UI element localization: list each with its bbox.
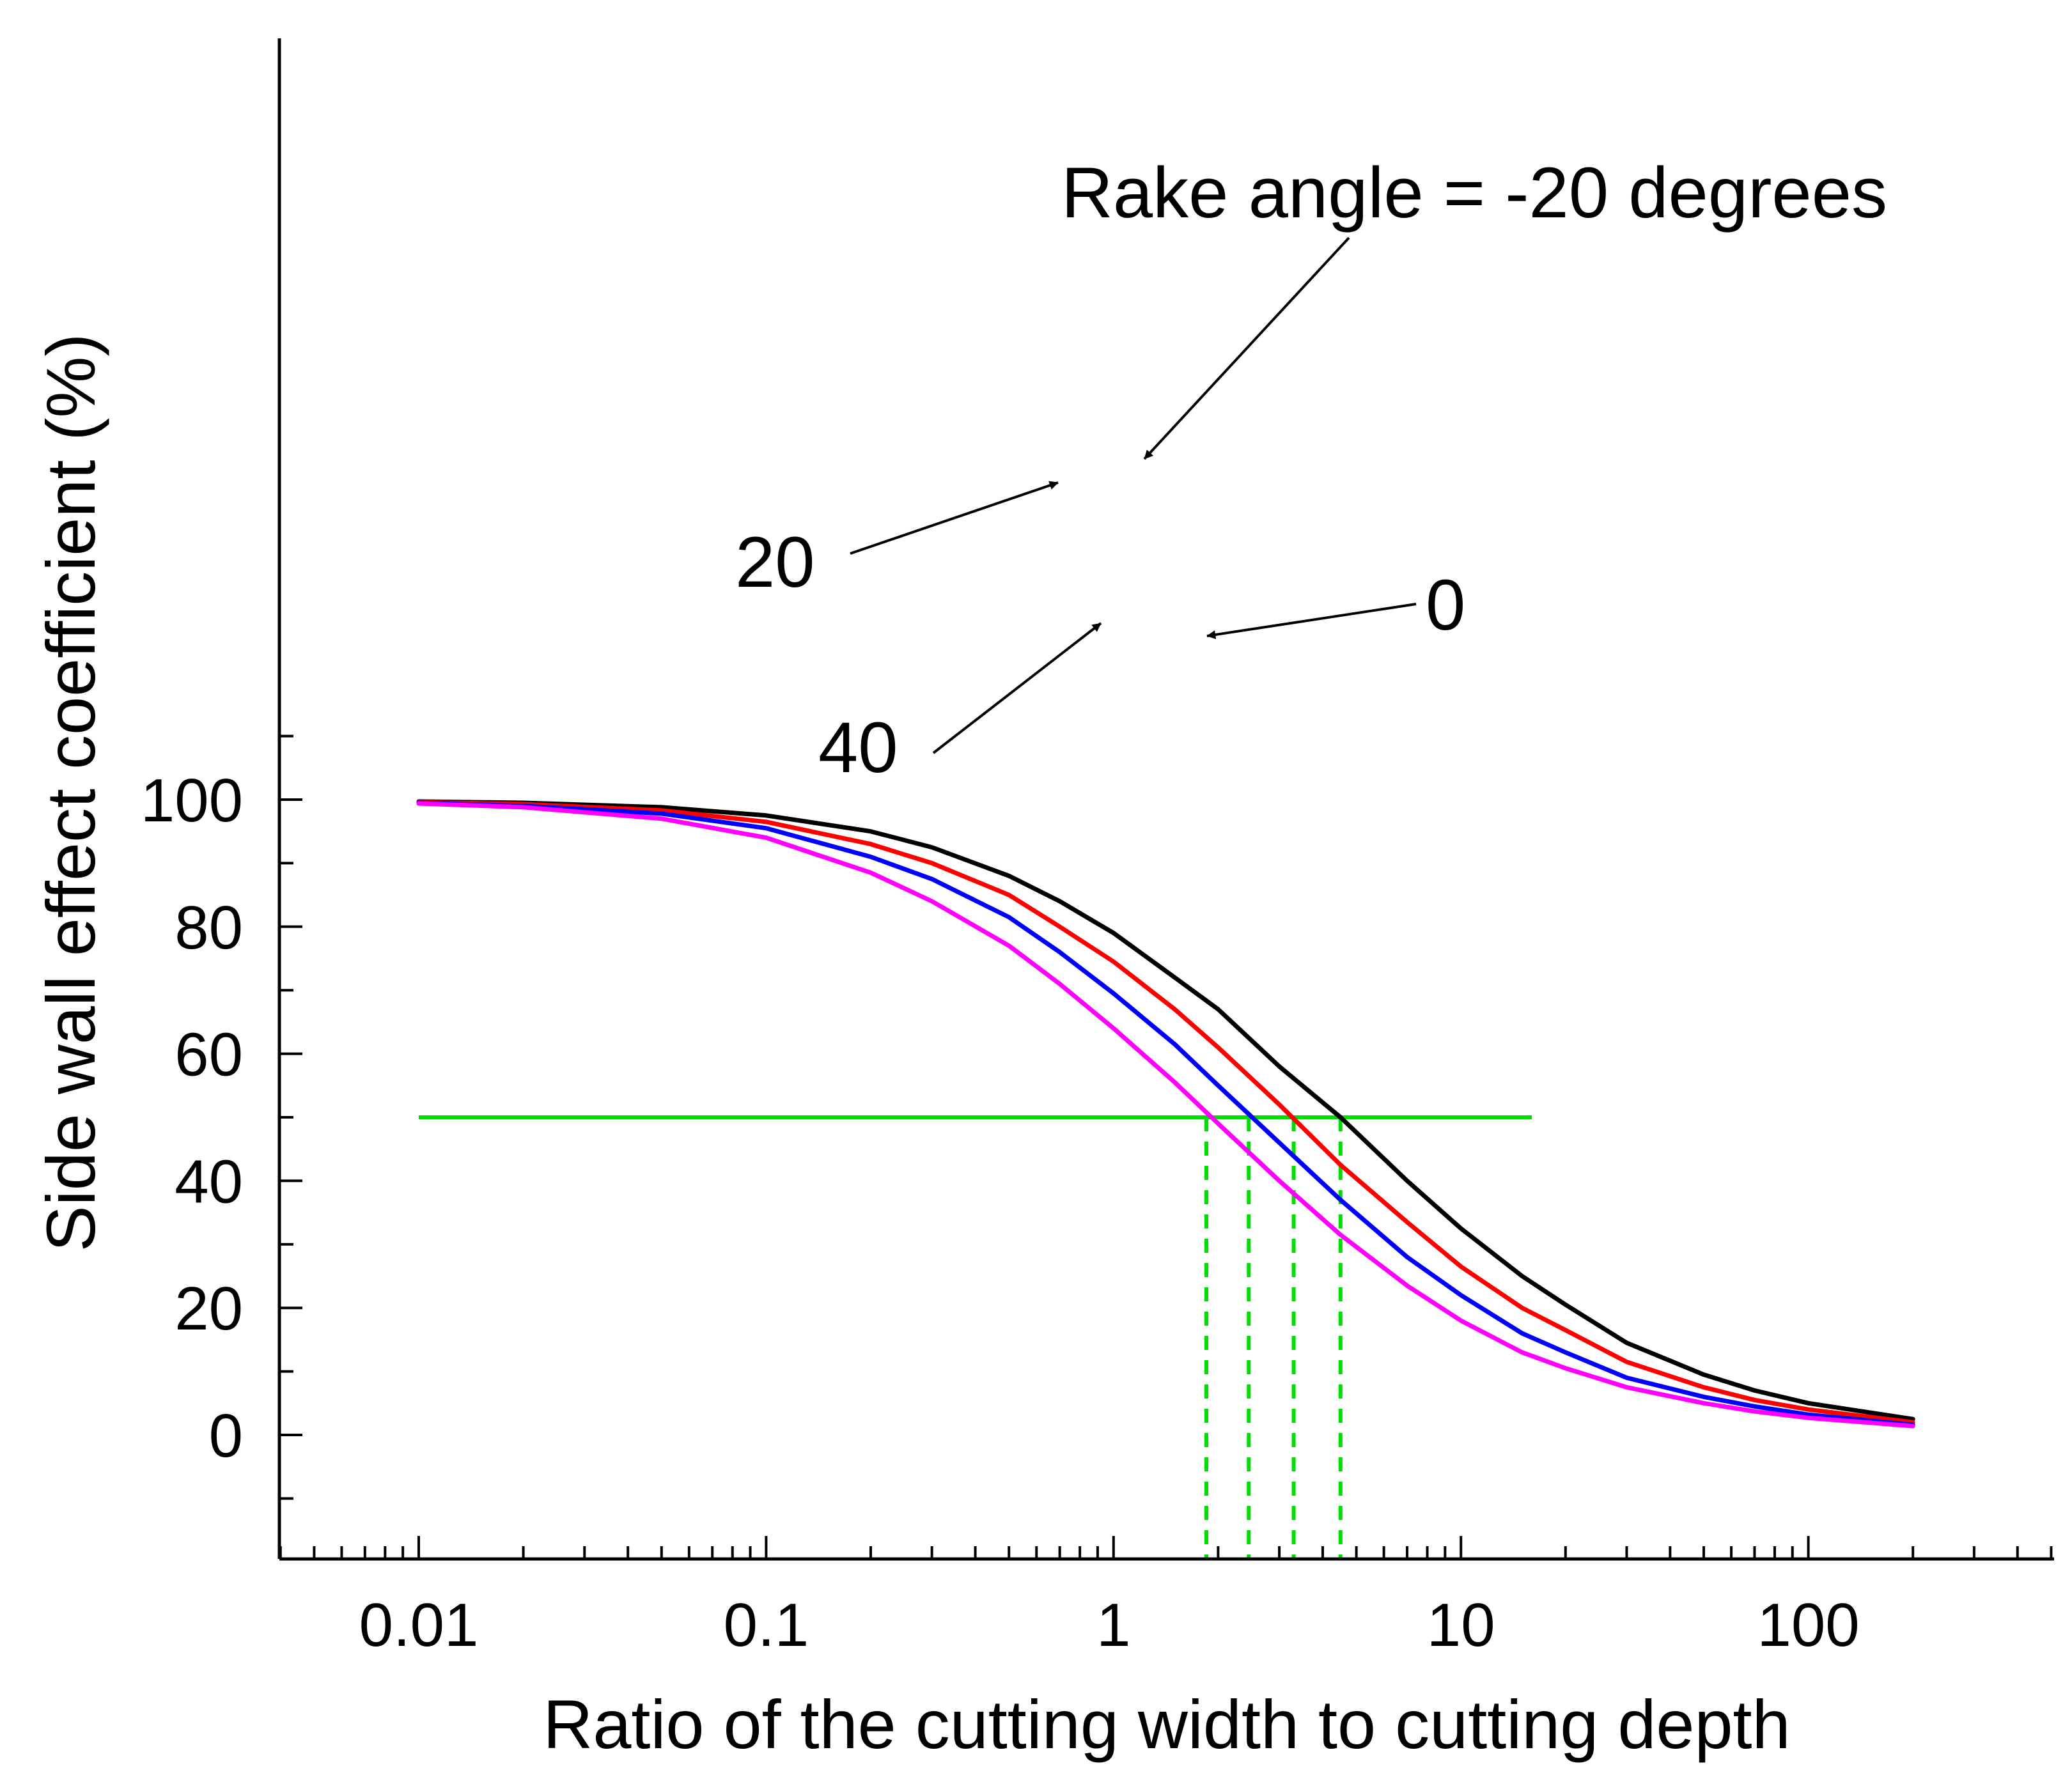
y-tick-label: 40: [175, 1147, 243, 1216]
annotation-0-arrow: [1206, 603, 1417, 639]
x-tick-label: 100: [1757, 1591, 1860, 1659]
y-tick-label: 20: [175, 1275, 243, 1343]
annotation-rake-angle-label: Rake angle = -20 degrees: [1061, 153, 1887, 233]
series-line-3: [416, 800, 1915, 1427]
annotation-0-label: 0: [1426, 565, 1465, 645]
annotation-rake-angle: Rake angle = -20 degrees: [1061, 153, 1887, 460]
annotation-40: 40: [818, 622, 1102, 787]
series-line-4: [416, 801, 1915, 1429]
annotation-20-arrow: [850, 481, 1059, 555]
annotation-40-arrow: [932, 622, 1102, 754]
x-tick-label: 0.1: [724, 1591, 809, 1659]
x-tick-label: 1: [1096, 1591, 1130, 1659]
annotation-rake-angle-arrow: [1143, 236, 1350, 460]
annotation-20: 20: [735, 481, 1059, 602]
annotation-0: 0: [1206, 565, 1465, 645]
y-tick-label: 80: [175, 894, 243, 962]
y-tick-label: 100: [141, 766, 243, 835]
series-layer: [416, 799, 1915, 1429]
annotation-40-label: 40: [818, 708, 898, 787]
x-tick-label: 0.01: [359, 1591, 479, 1659]
x-tick-label: 10: [1427, 1591, 1495, 1659]
x-axis-title: Ratio of the cutting width to cutting de…: [543, 1686, 1790, 1763]
series-line-2: [416, 800, 1915, 1425]
series-line-1: [416, 799, 1915, 1422]
y-tick-label: 60: [175, 1021, 243, 1089]
y-axis-title: Side wall effect coefficient (%): [32, 334, 109, 1252]
annotation-20-label: 20: [735, 522, 815, 602]
x-ticks: 0.01 0.1 1 10 100: [279, 1536, 2053, 1659]
y-ticks: 0 20 40 60 80 100: [141, 734, 302, 1500]
y-tick-label: 0: [209, 1402, 243, 1470]
